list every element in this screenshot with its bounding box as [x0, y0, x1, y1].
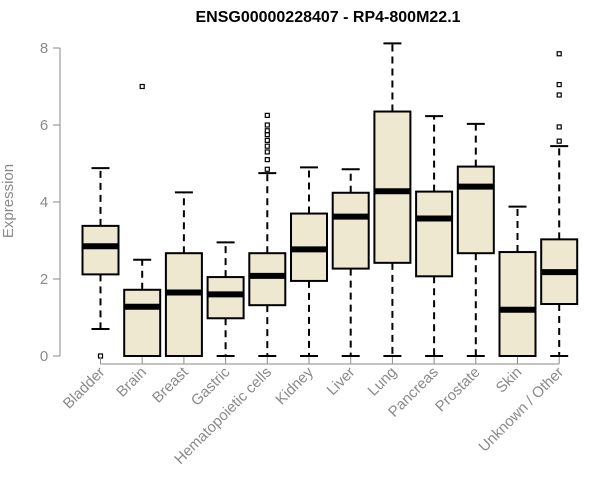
- outlier-point: [139, 83, 145, 90]
- y-tick-label: 4: [40, 194, 48, 211]
- x-tick-label: Prostate: [432, 364, 484, 416]
- box-iqr: [331, 191, 370, 270]
- outlier-point: [264, 157, 270, 163]
- x-tick-label: Skin: [493, 364, 526, 397]
- box-iqr: [164, 252, 203, 357]
- outlier-point: [556, 51, 562, 57]
- outlier-point: [264, 128, 270, 134]
- x-tick-label: Liver: [324, 364, 359, 399]
- box-iqr: [456, 165, 495, 255]
- x-tick-label: Kidney: [272, 363, 317, 408]
- outlier-point: [264, 122, 270, 128]
- y-tick-label: 8: [40, 40, 48, 57]
- x-tick-label: Brain: [113, 364, 150, 401]
- outlier-point: [556, 138, 562, 144]
- x-tick-label: Bladder: [60, 364, 109, 413]
- box-iqr: [498, 251, 537, 357]
- box-iqr: [415, 190, 454, 278]
- chart-title: ENSG00000228407 - RP4-800M22.1: [195, 9, 460, 26]
- box-iqr: [123, 288, 162, 357]
- outlier-point: [264, 112, 270, 118]
- outlier-point: [556, 124, 562, 130]
- outlier-point: [264, 137, 270, 143]
- outlier-point: [264, 149, 270, 155]
- outlier-point: [556, 92, 562, 98]
- y-axis-label: Expression: [0, 164, 17, 238]
- y-tick-label: 2: [40, 271, 48, 288]
- y-tick-label: 0: [40, 348, 48, 365]
- x-tick-label: Breast: [149, 363, 192, 406]
- outlier-point: [264, 166, 270, 172]
- box-iqr: [373, 110, 412, 264]
- box-iqr: [81, 224, 120, 276]
- box-iqr: [248, 252, 287, 307]
- box-iqr: [206, 276, 245, 320]
- y-tick-label: 6: [40, 117, 48, 134]
- x-tick-label: Lung: [365, 364, 401, 400]
- outlier-point: [556, 81, 562, 88]
- outlier-point: [264, 143, 270, 149]
